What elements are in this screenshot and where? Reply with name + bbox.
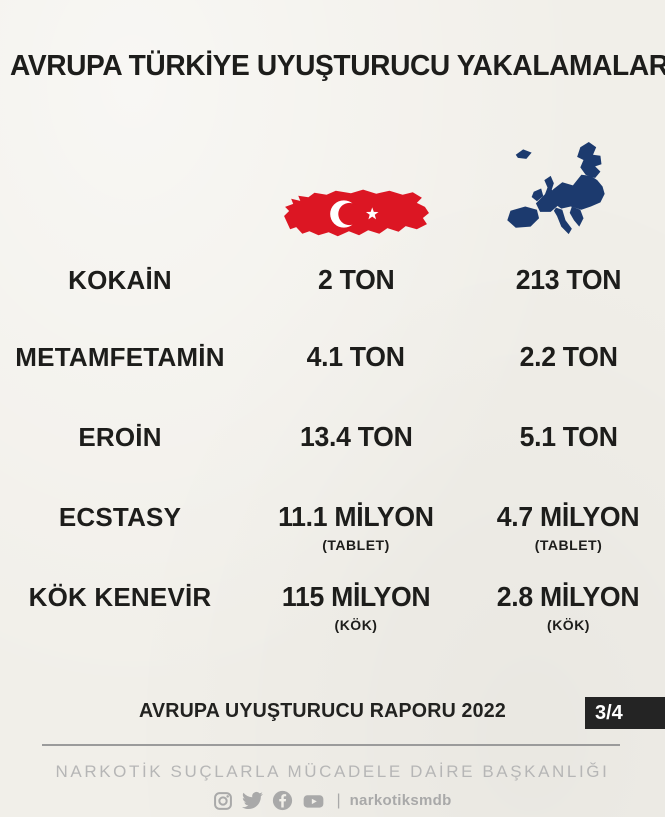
turkey-value: 13.4 TON — [299, 421, 413, 452]
turkey-unit-note: (KÖK) — [334, 617, 378, 633]
europe-value: 5.1 TON — [519, 421, 618, 452]
facebook-icon[interactable] — [272, 790, 293, 811]
separator: | — [336, 791, 341, 809]
social-handle[interactable]: narkotiksmdb — [349, 792, 452, 809]
divider-line — [42, 744, 620, 746]
europe-map-icon — [507, 141, 605, 235]
turkey-value: 11.1 MİLYON — [278, 501, 434, 532]
table-row: METAMFETAMİN 4.1 TON 2.2 TON — [0, 341, 665, 378]
drug-label: METAMFETAMİN — [15, 342, 225, 372]
turkey-value: 4.1 TON — [306, 341, 406, 372]
turkey-map-flag-icon — [284, 189, 429, 237]
page-indicator: 3/4 — [595, 701, 623, 724]
page-title: AVRUPA TÜRKİYE UYUŞTURUCU YAKALAMALARI — [9, 50, 665, 82]
europe-value: 213 TON — [515, 264, 622, 295]
page-indicator-badge: 3/4 — [585, 697, 665, 729]
europe-value: 4.7 MİLYON — [497, 501, 640, 532]
drug-label: KÖK KENEVİR — [28, 582, 212, 612]
agency-name: NARKOTİK SUÇLARLA MÜCADELE DAİRE BAŞKANL… — [55, 762, 610, 781]
table-row: KOKAİN 2 TON 213 TON — [0, 264, 665, 301]
drug-label: KOKAİN — [68, 265, 172, 295]
table-row: KÖK KENEVİR 115 MİLYON (KÖK) 2.8 MİLYON … — [0, 581, 665, 632]
table-row: EROİN 13.4 TON 5.1 TON — [0, 421, 665, 458]
europe-value: 2.8 MİLYON — [497, 581, 640, 612]
social-bar: | narkotiksmdb — [0, 790, 665, 811]
europe-unit-note: (KÖK) — [547, 617, 590, 633]
source-citation: AVRUPA UYUŞTURUCU RAPORU 2022 — [139, 700, 506, 722]
europe-value: 2.2 TON — [519, 341, 618, 372]
turkey-value: 2 TON — [317, 264, 395, 295]
table-row: ECSTASY 11.1 MİLYON (TABLET) 4.7 MİLYON … — [0, 501, 665, 552]
twitter-icon[interactable] — [242, 790, 264, 811]
turkey-value: 115 MİLYON — [281, 581, 431, 612]
turkey-unit-note: (TABLET) — [322, 537, 390, 553]
youtube-icon[interactable] — [302, 791, 325, 811]
drug-label: ECSTASY — [58, 502, 182, 532]
drug-label: EROİN — [78, 422, 162, 452]
instagram-icon[interactable] — [213, 791, 233, 811]
europe-unit-note: (TABLET) — [534, 537, 603, 553]
